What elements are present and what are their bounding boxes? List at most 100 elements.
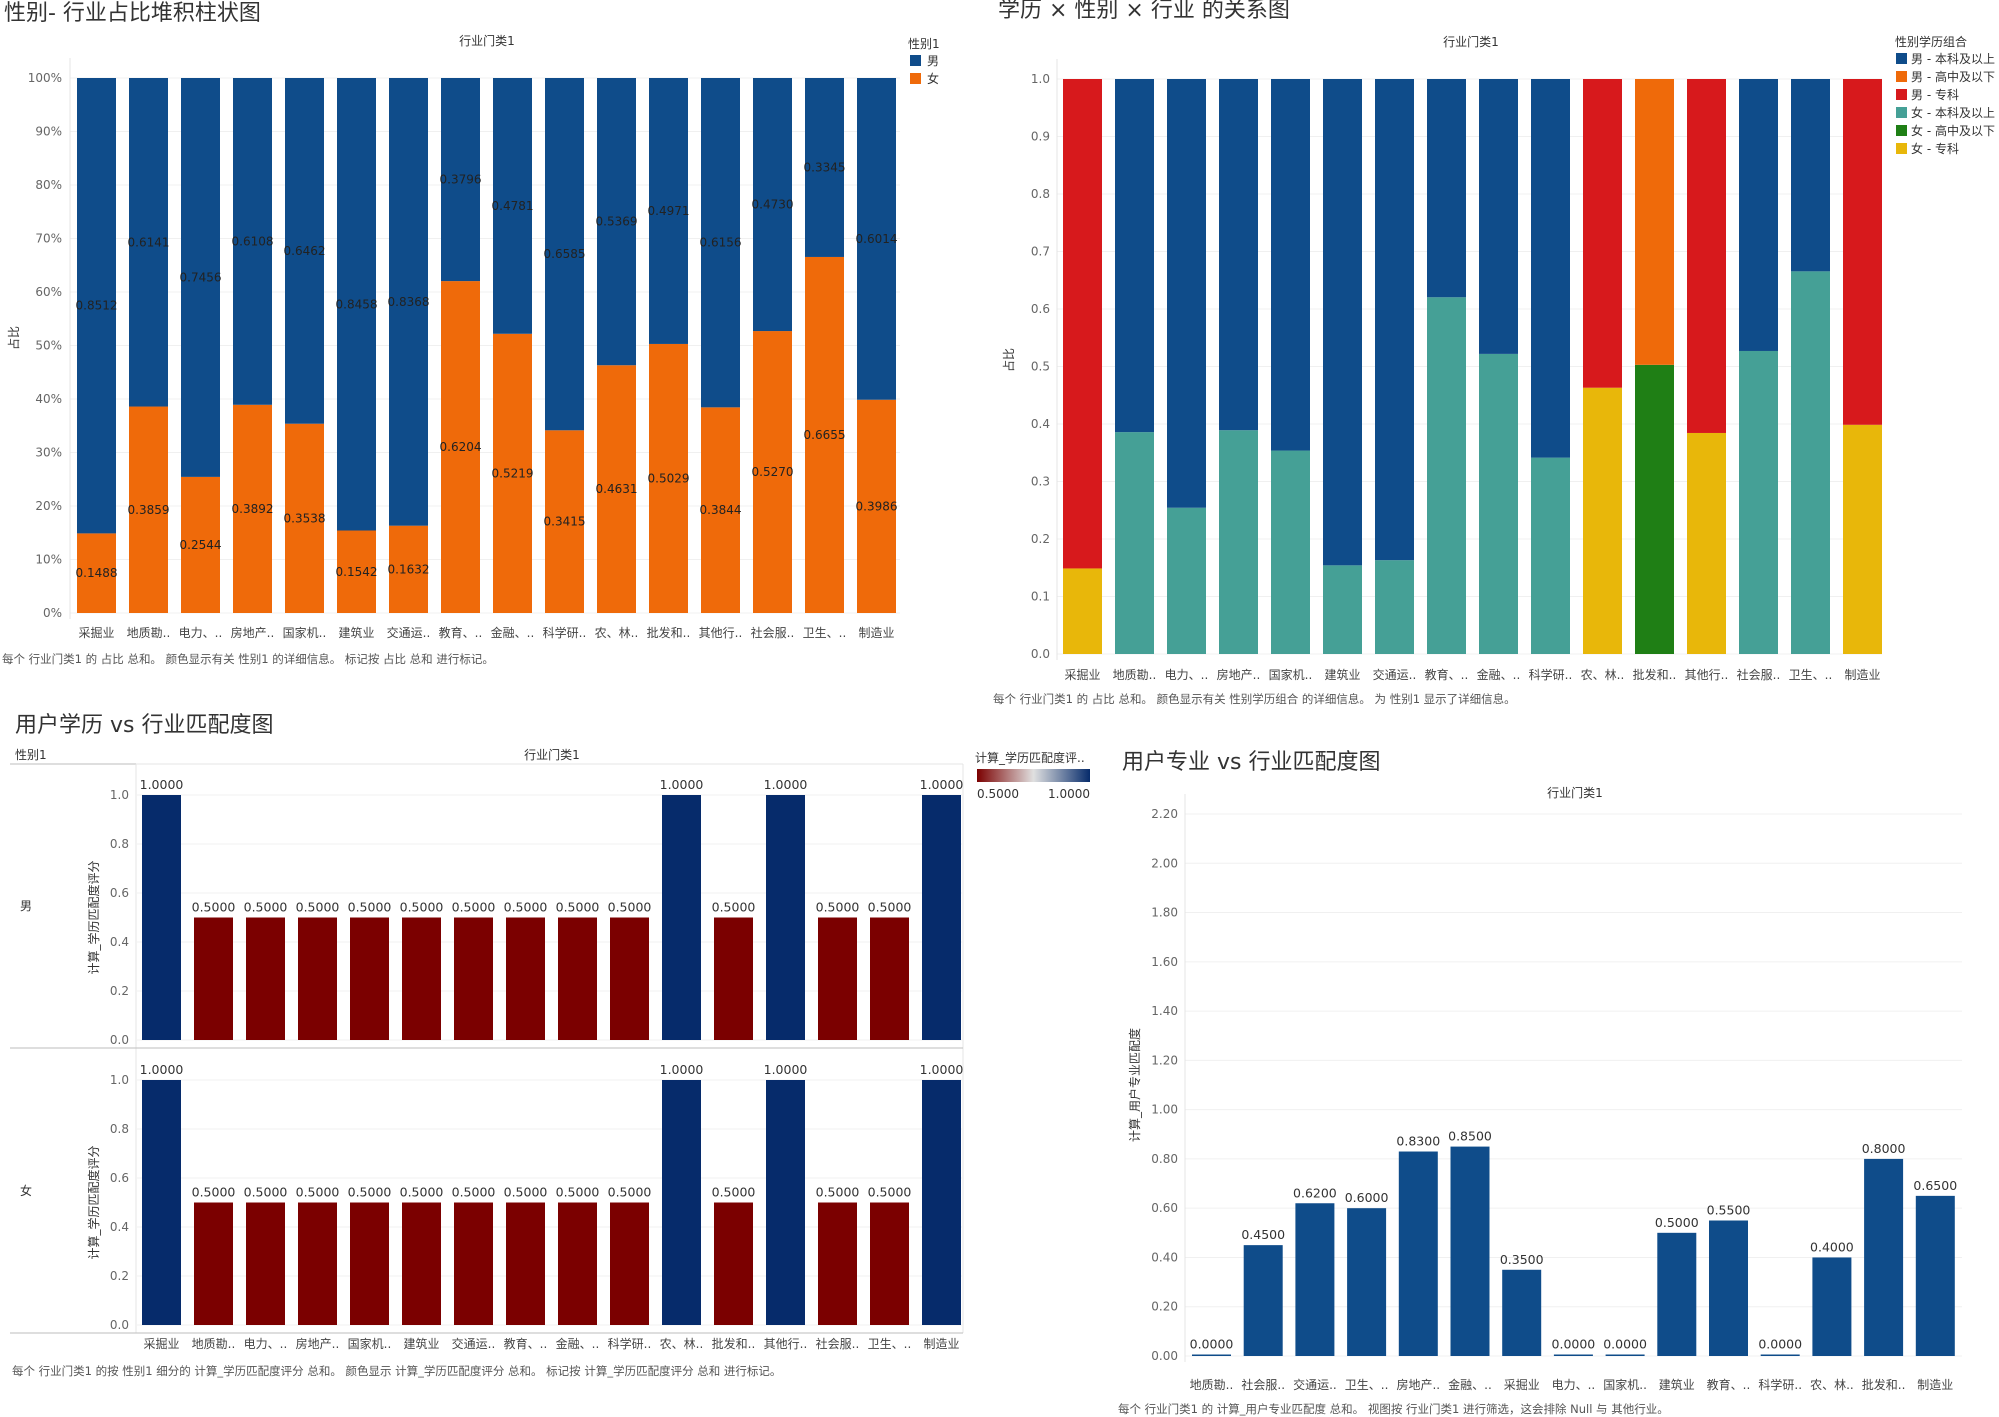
legend-title: 性别1 [908, 37, 940, 51]
bar [142, 795, 181, 1040]
y-axis-title: 计算_用户专业匹配度 [1127, 1028, 1142, 1142]
data-label: 0.3892 [232, 502, 274, 516]
data-label: 1.0000 [660, 1062, 704, 1077]
bar-segment-female [649, 343, 688, 613]
row-label: 女 [20, 1183, 32, 1198]
color-ramp [977, 769, 1090, 782]
data-label: 0.5000 [348, 900, 392, 915]
x-tick-label: 电力、.. [244, 1337, 288, 1351]
y-tick-label: 0.7 [1031, 245, 1050, 259]
x-tick-label: 制造业 [858, 626, 894, 640]
y-tick-label: 1.0 [110, 1073, 129, 1087]
x-tick-label: 卫生、.. [803, 626, 847, 640]
x-tick-label: 地质勘.. [1113, 668, 1157, 682]
bar-segment [1739, 350, 1778, 654]
bar [1295, 1203, 1335, 1356]
data-label: 0.0000 [1603, 1337, 1647, 1352]
bar-segment-male [701, 78, 740, 408]
bar [1502, 1269, 1542, 1356]
row-label: 男 [20, 899, 32, 913]
bar [194, 1202, 233, 1325]
edu-match-chart: 用户学历 vs 行业匹配度图 性别1 行业门类1 男 0.0 0.2 0.4 0.6 0.… [10, 713, 1090, 1378]
data-label: 0.5270 [752, 465, 794, 479]
bar [714, 1202, 753, 1325]
data-label: 0.5000 [556, 900, 600, 915]
data-label: 0.5000 [556, 1185, 600, 1200]
x-tick-label: 房地产.. [1217, 667, 1261, 682]
data-label: 0.4000 [1810, 1239, 1854, 1254]
x-tick-label: 农、林.. [1810, 1378, 1854, 1392]
x-tick-label: 地质勘.. [192, 1337, 236, 1351]
legend-swatch [1896, 125, 1907, 136]
column-header: 行业门类1 [459, 33, 515, 48]
data-label: 1.0000 [920, 1062, 964, 1077]
data-label: 0.5000 [348, 1185, 392, 1200]
x-tick-label: 交通运.. [387, 625, 431, 640]
data-label: 0.8458 [336, 297, 378, 311]
y-tick-label: 10% [35, 553, 62, 567]
data-label: 0.5000 [608, 1185, 652, 1200]
x-tick-label: 其他行.. [1685, 668, 1729, 682]
color-legend-min: 0.5000 [977, 787, 1019, 801]
data-label: 0.5000 [244, 900, 288, 915]
y-tick-label: 0.20 [1151, 1300, 1178, 1314]
bar-segment [1739, 79, 1778, 351]
data-label: 1.0000 [764, 777, 808, 792]
bar-segment [1843, 424, 1882, 654]
data-label: 0.6462 [284, 244, 326, 258]
bar [506, 917, 545, 1040]
data-label: 0.5000 [244, 1185, 288, 1200]
bar [194, 917, 233, 1040]
y-tick-label: 0.80 [1151, 1152, 1178, 1166]
x-tick-label: 房地产.. [296, 1336, 340, 1351]
data-label: 0.3796 [440, 173, 482, 187]
chart-footnote: 每个 行业门类1 的 计算_用户专业匹配度 总和。 视图按 行业门类1 进行筛选… [1118, 1402, 1669, 1416]
x-tick-label: 制造业 [923, 1337, 959, 1351]
y-tick-label: 0.2 [110, 1269, 129, 1283]
bar [662, 1080, 701, 1325]
y-tick-label: 0.3 [1031, 475, 1050, 489]
legend-swatch [1896, 71, 1907, 82]
x-tick-label: 教育、.. [504, 1336, 548, 1351]
data-label: 0.3500 [1500, 1252, 1544, 1267]
bar-segment [1687, 432, 1726, 654]
chart-title: 用户学历 vs 行业匹配度图 [15, 713, 273, 738]
chart-footnote: 每个 行业门类1 的按 性别1 细分的 计算_学历匹配度评分 总和。 颜色显示 … [12, 1364, 781, 1378]
bar-segment [1063, 568, 1102, 654]
x-tick-label: 批发和.. [1862, 1377, 1906, 1392]
bar-segment [1635, 79, 1674, 365]
legend-label: 男 - 本科及以上 [1911, 52, 1995, 66]
bar-segment-female [545, 430, 584, 613]
x-tick-label: 卫生、.. [1789, 668, 1833, 682]
bar-segment [1219, 430, 1258, 654]
legend-swatch [1896, 143, 1907, 154]
bar-segment-male [337, 78, 376, 531]
data-label: 1.0000 [920, 777, 964, 792]
x-axis-categories: 采掘业 地质勘.. 电力、.. 房地产.. 国家机.. 建筑业 交通运.. 教育、.. 金融、.… [143, 1336, 959, 1351]
bar-segment [1167, 507, 1206, 654]
y-tick-label: 0% [43, 606, 62, 620]
bar-segment [1115, 432, 1154, 654]
x-tick-label: 教育、.. [439, 625, 483, 640]
bar-segment-female [857, 399, 896, 613]
chart-footnote: 每个 行业门类1 的 占比 总和。 颜色显示有关 性别1 的详细信息。 标记按 … [2, 652, 494, 666]
x-tick-label: 批发和.. [647, 625, 691, 640]
y-tick-label: 0.0 [1031, 647, 1050, 661]
bar-segment-female [181, 476, 220, 613]
column-header: 行业门类1 [1547, 785, 1603, 800]
x-tick-label: 批发和.. [712, 1336, 756, 1351]
legend-title: 性别学历组合 [1895, 34, 1967, 49]
bar [298, 917, 337, 1040]
data-label: 1.0000 [764, 1062, 808, 1077]
row-header: 性别1 [15, 748, 47, 762]
data-label: 0.5000 [868, 1185, 912, 1200]
data-label: 0.1632 [388, 562, 430, 576]
bar [350, 1202, 389, 1325]
bar-segment-female [285, 423, 324, 613]
y-tick-label: 1.20 [1151, 1053, 1178, 1067]
data-label: 0.3844 [700, 503, 742, 517]
data-label: 0.5000 [296, 1185, 340, 1200]
legend-label: 男 [927, 54, 939, 68]
color-legend: 计算_学历匹配度评.. 0.5000 1.0000 [975, 750, 1090, 801]
